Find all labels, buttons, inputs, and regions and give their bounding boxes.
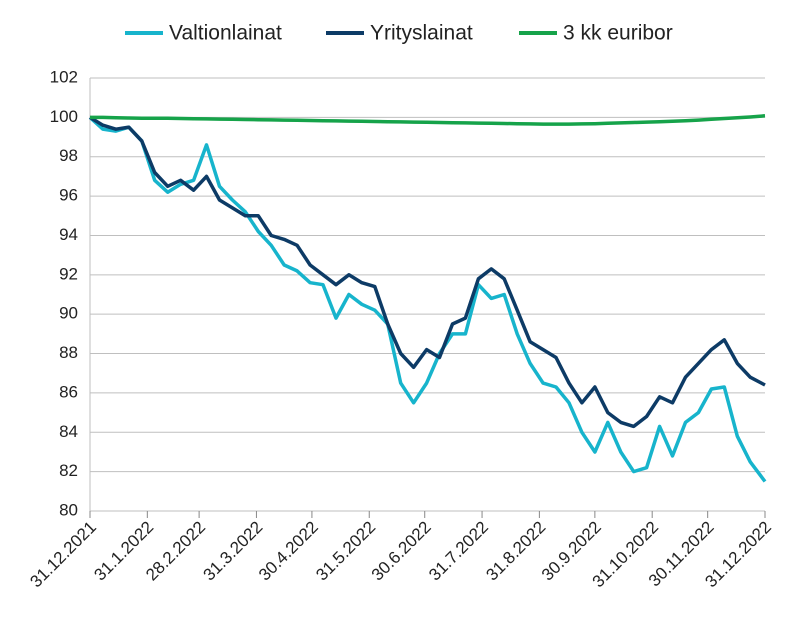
y-tick-label: 88	[59, 343, 78, 362]
y-tick-label: 94	[59, 225, 78, 244]
y-tick-label: 86	[59, 382, 78, 401]
x-tick-label: 30.6.2022	[368, 518, 435, 585]
y-tick-label: 84	[59, 422, 78, 441]
y-tick-label: 82	[59, 461, 78, 480]
y-tick-label: 102	[50, 67, 78, 86]
y-tick-label: 90	[59, 304, 78, 323]
x-tick-label: 31.5.2022	[312, 518, 379, 585]
y-tick-label: 100	[50, 107, 78, 126]
x-tick-label: 31.3.2022	[200, 518, 267, 585]
series-line	[90, 114, 766, 126]
legend-label: Yrityslainat	[370, 22, 473, 45]
x-tick-label: 31.7.2022	[425, 518, 492, 585]
y-tick-label: 80	[59, 500, 78, 519]
x-tick-label: 31.12.2021	[26, 518, 100, 592]
series-line	[89, 115, 766, 429]
legend-label: Valtionlainat	[169, 22, 282, 45]
y-tick-label: 96	[59, 186, 78, 205]
x-tick-label: 30.4.2022	[255, 518, 322, 585]
series-line	[88, 116, 767, 483]
y-tick-label: 92	[59, 264, 78, 283]
x-tick-label: 31.8.2022	[482, 518, 549, 585]
legend-label: 3 kk euribor	[563, 22, 673, 45]
y-tick-label: 98	[59, 146, 78, 165]
